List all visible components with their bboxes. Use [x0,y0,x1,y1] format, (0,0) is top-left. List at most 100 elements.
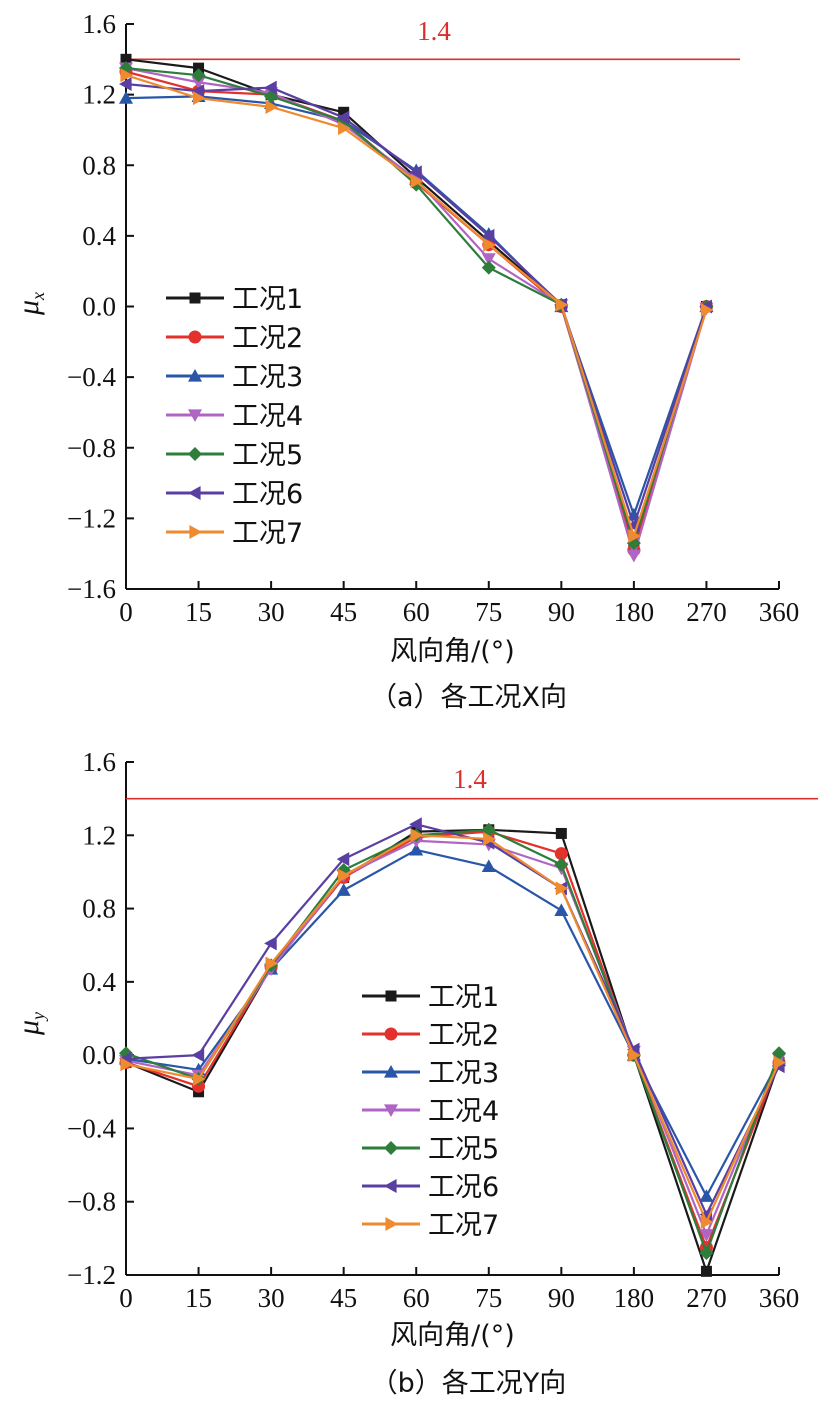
data-point [193,62,205,74]
y-tick-label: −0.8 [67,433,116,463]
legend-label: 工况6 [428,1172,499,1203]
legend-item: 工况7 [166,518,303,549]
legend-label: 工况2 [232,323,303,354]
legend-label: 工况4 [232,401,303,432]
data-point [773,1055,786,1070]
reference-line-label: 1.4 [417,16,451,46]
y-tick-label: 1.2 [82,80,116,110]
legend-label: 工况2 [428,1020,499,1051]
legend-label: 工况1 [428,982,499,1013]
x-tick-label: 30 [258,1283,285,1313]
x-tick-label: 360 [759,1283,800,1313]
data-point [700,1214,714,1229]
reference-line-label: 1.4 [453,764,487,794]
data-point [409,842,424,856]
legend-item: 工况2 [362,1020,499,1051]
data-point [336,110,350,125]
legend-item: 工况6 [166,479,303,510]
legend: 工况1 工况2 工况3 工况4 工况5 工况6 工况7 [362,982,499,1241]
legend-label: 工况3 [232,362,303,393]
x-tick-label: 60 [403,597,430,627]
legend-item: 工况1 [362,982,499,1013]
series-7 [120,68,714,544]
legend-item: 工况5 [362,1134,499,1165]
data-point [481,228,495,243]
data-point [554,847,568,861]
data-point [699,1189,714,1202]
series-1 [120,53,712,553]
legend-marker [188,409,202,422]
y-axis-label-text: μy [12,1012,48,1036]
x-tick-label: 60 [403,1283,430,1313]
y-tick-label: 0.0 [82,292,116,322]
data-point [700,1265,712,1277]
data-point [409,817,422,832]
legend-item: 工况2 [166,323,303,354]
legend-marker [384,1065,398,1078]
data-point [481,260,496,275]
data-point [192,1071,206,1086]
y-tick-label: −1.6 [67,574,116,604]
x-axis-label: 风向角/(°) [390,636,515,667]
legend-label: 工况6 [232,479,303,510]
x-tick-label: 45 [330,597,357,627]
legend-marker [384,1027,398,1041]
panel-caption: （b）各工况Y向 [371,1368,567,1399]
legend-item: 工况7 [362,1210,499,1241]
series-line [125,828,781,1273]
x-tick-label: 0 [119,1283,133,1313]
data-point [191,76,206,90]
x-tick-label: 360 [759,597,800,627]
data-point [699,1229,714,1242]
data-point [700,303,714,318]
data-point [264,80,277,95]
data-point [555,297,569,312]
y-axis-label-subscript: y [28,1012,48,1022]
legend-marker [384,1179,397,1193]
data-point [119,77,132,92]
reference-line: 1.4 [126,16,740,61]
legend-item: 工况6 [362,1172,499,1203]
x-tick-label: 180 [614,597,655,627]
x-tick-label: 90 [548,1283,575,1313]
legend-item: 工况1 [166,284,303,315]
series-5 [119,61,714,551]
y-axis-label-text: μx [12,292,48,316]
data-point [555,827,567,839]
series-7 [120,828,786,1229]
y-tick-label: 1.6 [82,747,116,777]
legend: 工况1 工况2 工况3 工况4 工况5 工况6 工况7 [166,284,303,549]
x-tick-label: 30 [258,597,285,627]
y-tick-label: 0.4 [82,221,116,251]
legend-item: 工况3 [362,1058,499,1089]
panel-caption: （a）各工况X向 [370,682,567,713]
data-point [628,529,641,544]
series-line [125,74,708,538]
legend-item: 工况4 [362,1096,499,1127]
legend-label: 工况4 [428,1096,499,1127]
data-point [410,828,424,843]
x-axis-label: 风向角/(°) [390,1320,515,1351]
data-point [628,1048,641,1063]
legend-item: 工况5 [166,440,303,471]
legend-item: 工况3 [166,362,303,393]
data-point [192,91,206,106]
data-point [191,68,206,83]
legend-marker [189,292,201,304]
y-tick-label: 0.0 [82,1040,116,1070]
data-point [338,121,351,136]
legend-marker [385,1217,398,1231]
data-point [626,549,641,563]
legend-marker [188,369,202,382]
data-point [699,1246,714,1261]
legend-marker [385,990,397,1002]
series-6 [119,77,713,533]
data-point [120,1057,133,1072]
data-point [336,852,350,867]
data-point [409,165,422,180]
legend-label: 工况1 [232,284,303,315]
data-point [338,868,351,883]
y-axis-label-subscript: x [28,292,48,301]
data-point [264,936,277,951]
